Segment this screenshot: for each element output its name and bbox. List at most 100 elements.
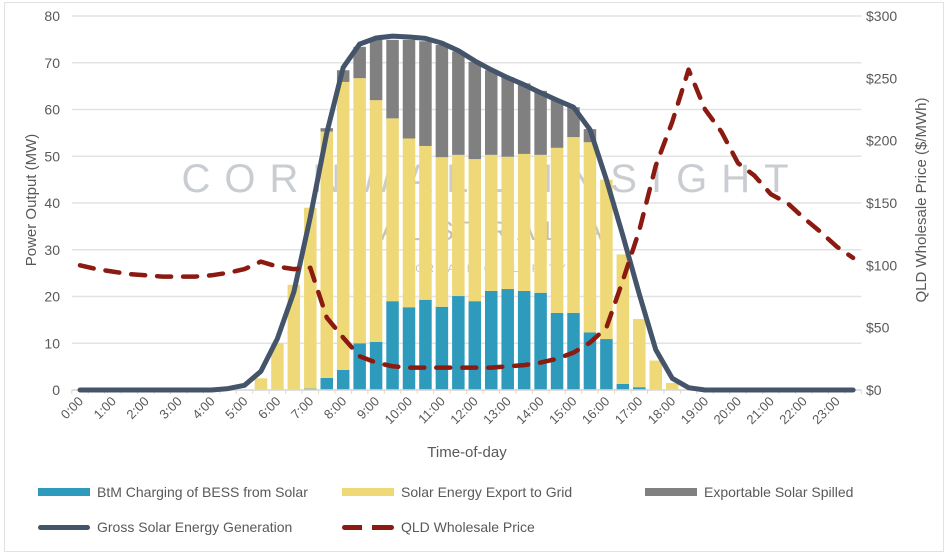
bar-segment-solar-spilled bbox=[485, 70, 498, 155]
bar-segment-btm-charging bbox=[320, 377, 333, 390]
x-tick-label: 1:00 bbox=[91, 394, 120, 423]
bar-segment-solar-export bbox=[386, 118, 399, 302]
legend-label: QLD Wholesale Price bbox=[401, 519, 535, 535]
bar-segment-solar-export bbox=[517, 153, 531, 291]
x-tick-label: 6:00 bbox=[255, 394, 284, 423]
x-tick-label: 13:00 bbox=[480, 394, 514, 428]
y-tick-label: 80 bbox=[44, 8, 60, 24]
bar-segment-solar-export bbox=[534, 154, 547, 293]
y-tick-label: 10 bbox=[44, 335, 60, 351]
bar-segment-solar-spilled bbox=[386, 39, 399, 119]
bar-segment-solar-spilled bbox=[419, 41, 432, 146]
y-axis-title: Power Output (MW) bbox=[23, 134, 40, 267]
x-tick-label: 23:00 bbox=[809, 394, 843, 428]
legend-label: Gross Solar Energy Generation bbox=[97, 519, 293, 535]
bar-segment-solar-spilled bbox=[353, 46, 366, 79]
x-tick-label: 2:00 bbox=[123, 394, 152, 423]
bar-segment-solar-spilled bbox=[435, 44, 449, 158]
series-line-wholesale-price bbox=[77, 67, 856, 370]
bar-segment-solar-export bbox=[452, 154, 465, 297]
bar-segment-solar-export bbox=[600, 179, 613, 340]
bar-segment-solar-spilled bbox=[402, 39, 416, 139]
legend-swatch-yellow bbox=[342, 488, 394, 496]
x-tick-label: 3:00 bbox=[156, 394, 185, 423]
x-tick-label: 22:00 bbox=[776, 394, 810, 428]
bar-segment-solar-spilled bbox=[550, 100, 564, 148]
bar-segment-btm-charging bbox=[353, 343, 366, 390]
x-tick-label: 15:00 bbox=[546, 394, 580, 428]
legend-swatch-blue bbox=[38, 488, 90, 496]
bar-segment-solar-export bbox=[501, 156, 514, 290]
y2-tick-label: $250 bbox=[866, 70, 897, 86]
bar-segment-btm-charging bbox=[534, 292, 547, 390]
x-tick-label: 11:00 bbox=[415, 394, 448, 427]
y2-tick-label: $0 bbox=[866, 382, 882, 398]
y2-tick-label: $150 bbox=[866, 195, 897, 211]
bar-segment-solar-export bbox=[369, 100, 383, 342]
bar-segment-solar-spilled bbox=[534, 90, 547, 155]
x-tick-label: 21:00 bbox=[743, 394, 777, 428]
legend-item-solar-export: Solar Energy Export to Grid bbox=[342, 484, 572, 500]
bar-segment-solar-spilled bbox=[369, 39, 383, 101]
x-tick-label: 4:00 bbox=[189, 394, 218, 423]
bar-segment-btm-charging bbox=[517, 290, 531, 390]
x-tick-label: 17:00 bbox=[612, 394, 646, 428]
bar-segment-btm-charging bbox=[485, 290, 498, 390]
legend-dash-swatch bbox=[342, 524, 394, 530]
bar-segment-solar-export bbox=[353, 78, 366, 344]
x-tick-label: 16:00 bbox=[579, 394, 613, 428]
x-tick-label: 18:00 bbox=[645, 394, 679, 428]
x-tick-label: 7:00 bbox=[288, 394, 317, 423]
x-axis-title: Time-of-day bbox=[427, 444, 507, 461]
bar-segment-solar-spilled bbox=[501, 77, 514, 157]
bar-segment-solar-export bbox=[320, 131, 333, 378]
bar-segment-solar-export bbox=[583, 142, 597, 333]
y-tick-label: 30 bbox=[44, 242, 60, 258]
x-tick-label: 5:00 bbox=[222, 394, 251, 423]
bar-segment-solar-export bbox=[485, 154, 498, 291]
legend-label: BtM Charging of BESS from Solar bbox=[97, 484, 308, 500]
legend-item-wholesale-price: QLD Wholesale Price bbox=[342, 519, 535, 535]
x-tick-label: 14:00 bbox=[513, 394, 547, 428]
bar-segment-btm-charging bbox=[419, 299, 432, 390]
bar-segment-solar-export bbox=[271, 343, 284, 390]
bar-segment-btm-charging bbox=[435, 306, 449, 390]
bar-segment-solar-spilled bbox=[468, 61, 482, 160]
bar-segment-solar-export bbox=[402, 138, 416, 308]
bar-segment-btm-charging bbox=[633, 387, 646, 390]
x-tick-label: 8:00 bbox=[321, 394, 350, 423]
bar-segment-btm-charging bbox=[616, 383, 630, 390]
x-tick-label: 20:00 bbox=[711, 394, 745, 428]
bar-segment-solar-export bbox=[665, 382, 679, 390]
bar-segment-solar-export bbox=[550, 147, 564, 313]
y-tick-label: 0 bbox=[52, 382, 60, 398]
bar-segment-solar-export bbox=[336, 81, 350, 370]
bar-segment-solar-export bbox=[304, 207, 317, 389]
bar-segment-solar-export bbox=[649, 360, 662, 390]
chart-frame bbox=[4, 2, 944, 552]
y2-axis-title: QLD Wholesale Price ($/MWh) bbox=[913, 97, 930, 302]
bar-segment-btm-charging bbox=[452, 296, 465, 390]
legend-item-btm-charging: BtM Charging of BESS from Solar bbox=[38, 484, 308, 500]
y2-tick-label: $100 bbox=[866, 257, 897, 273]
legend-swatch-grey bbox=[645, 488, 697, 496]
bar-segment-btm-charging bbox=[600, 339, 613, 390]
bar-segment-btm-charging bbox=[336, 369, 350, 390]
x-tick-label: 0:00 bbox=[58, 394, 87, 423]
bar-segment-solar-export bbox=[435, 157, 449, 307]
legend-line-swatch bbox=[38, 524, 90, 530]
bar-segment-solar-export bbox=[567, 137, 580, 313]
x-tick-label: 19:00 bbox=[678, 394, 712, 428]
x-tick-label: 9:00 bbox=[354, 394, 383, 423]
bar-segment-btm-charging bbox=[583, 332, 597, 390]
legend-item-solar-spilled: Exportable Solar Spilled bbox=[645, 484, 853, 500]
bar-segment-btm-charging bbox=[369, 341, 383, 390]
bar-segment-solar-export bbox=[633, 318, 646, 388]
bar-segment-btm-charging bbox=[386, 301, 399, 390]
bar-segment-solar-export bbox=[287, 284, 301, 390]
bar-segment-btm-charging bbox=[468, 301, 482, 390]
y-tick-label: 20 bbox=[44, 289, 60, 305]
y-tick-label: 70 bbox=[44, 55, 60, 71]
y2-tick-label: $50 bbox=[866, 320, 890, 336]
